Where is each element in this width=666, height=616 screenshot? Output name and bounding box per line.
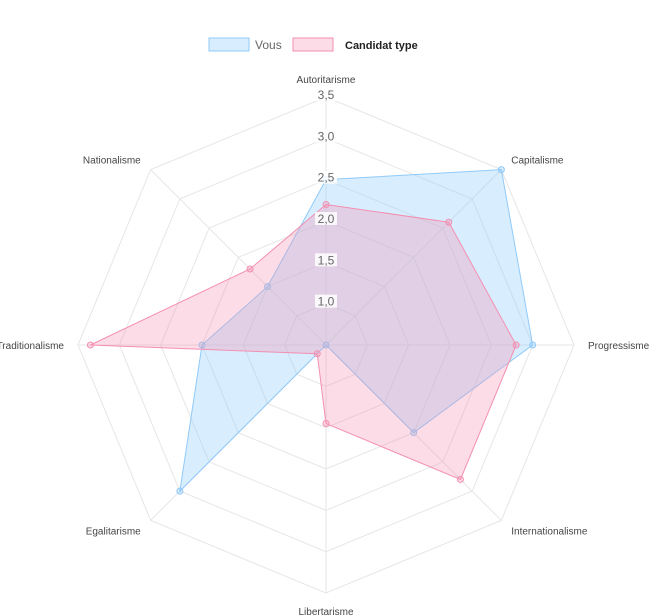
series-area-vous	[179, 169, 534, 493]
tick-label-bg	[315, 88, 337, 101]
data-point-vous-traditionalisme[interactable]	[198, 341, 206, 349]
tick-labels: 1,0 1,5 2,0 2,5 3,0 3,5	[315, 88, 337, 309]
tick-label-bg	[315, 294, 337, 308]
axis-label-internationalisme: Internationalisme	[511, 526, 588, 537]
data-point-vous-internationalisme[interactable]	[410, 429, 418, 437]
tick-label: 1,5	[318, 253, 335, 267]
tick-label-bg	[315, 129, 337, 143]
data-point-candidat-type-autoritarisme[interactable]	[322, 200, 330, 208]
tick-label-bg	[315, 170, 337, 184]
data-point-candidat-type-progressisme[interactable]	[512, 341, 520, 349]
axis-label-autoritarisme: Autoritarisme	[297, 75, 356, 86]
data-point-vous-progressisme[interactable]	[529, 341, 537, 349]
data-point-candidat-type-internationalisme[interactable]	[456, 475, 464, 483]
axis-label-traditionalisme: Traditionalisme	[0, 341, 64, 352]
legend-label-vous[interactable]: Vous	[255, 38, 282, 52]
axis-label-progressisme: Progressisme	[588, 341, 650, 352]
data-point-vous-egalitarisme[interactable]	[176, 487, 184, 495]
grid-spoke	[325, 169, 502, 346]
tick-label-bg	[315, 212, 337, 225]
axis-label-nationalisme: Nationalisme	[83, 156, 141, 167]
data-point-vous-capitalisme[interactable]	[497, 166, 505, 174]
data-point-candidat-type-nationalisme[interactable]	[246, 265, 254, 273]
data-point-candidat-type-libertarisme[interactable]	[322, 420, 330, 428]
tick-label: 3,5	[318, 88, 335, 102]
legend-swatch-vous[interactable]	[208, 37, 250, 52]
data-point-candidat-type-egalitarisme[interactable]	[313, 350, 321, 358]
series-layer	[86, 166, 537, 495]
axis-labels: Autoritarisme Capitalisme Progressisme Inte…	[0, 75, 650, 616]
legend-label-candidat-type[interactable]: Candidat type	[345, 40, 418, 52]
legend-swatch-candidat-type[interactable]	[292, 37, 334, 52]
data-point-vous-libertarisme[interactable]	[322, 341, 330, 349]
tick-label: 1,0	[318, 295, 335, 309]
tick-label-bg	[315, 253, 337, 267]
grid-spoke	[150, 169, 327, 346]
data-point-vous-nationalisme[interactable]	[264, 283, 272, 291]
legend: Vous Candidat type	[208, 37, 418, 52]
axis-label-egalitarisme: Egalitarisme	[86, 526, 141, 537]
data-point-candidat-type-traditionalisme[interactable]	[86, 341, 94, 349]
series-area-candidat-type	[90, 203, 517, 481]
tick-label: 3,0	[318, 129, 335, 143]
axis-label-capitalisme: Capitalisme	[511, 156, 564, 167]
tick-label: 2,0	[318, 212, 335, 226]
tick-label: 2,5	[318, 171, 335, 185]
axis-label-libertarisme: Libertarisme	[298, 607, 353, 616]
data-point-candidat-type-capitalisme[interactable]	[445, 218, 453, 226]
